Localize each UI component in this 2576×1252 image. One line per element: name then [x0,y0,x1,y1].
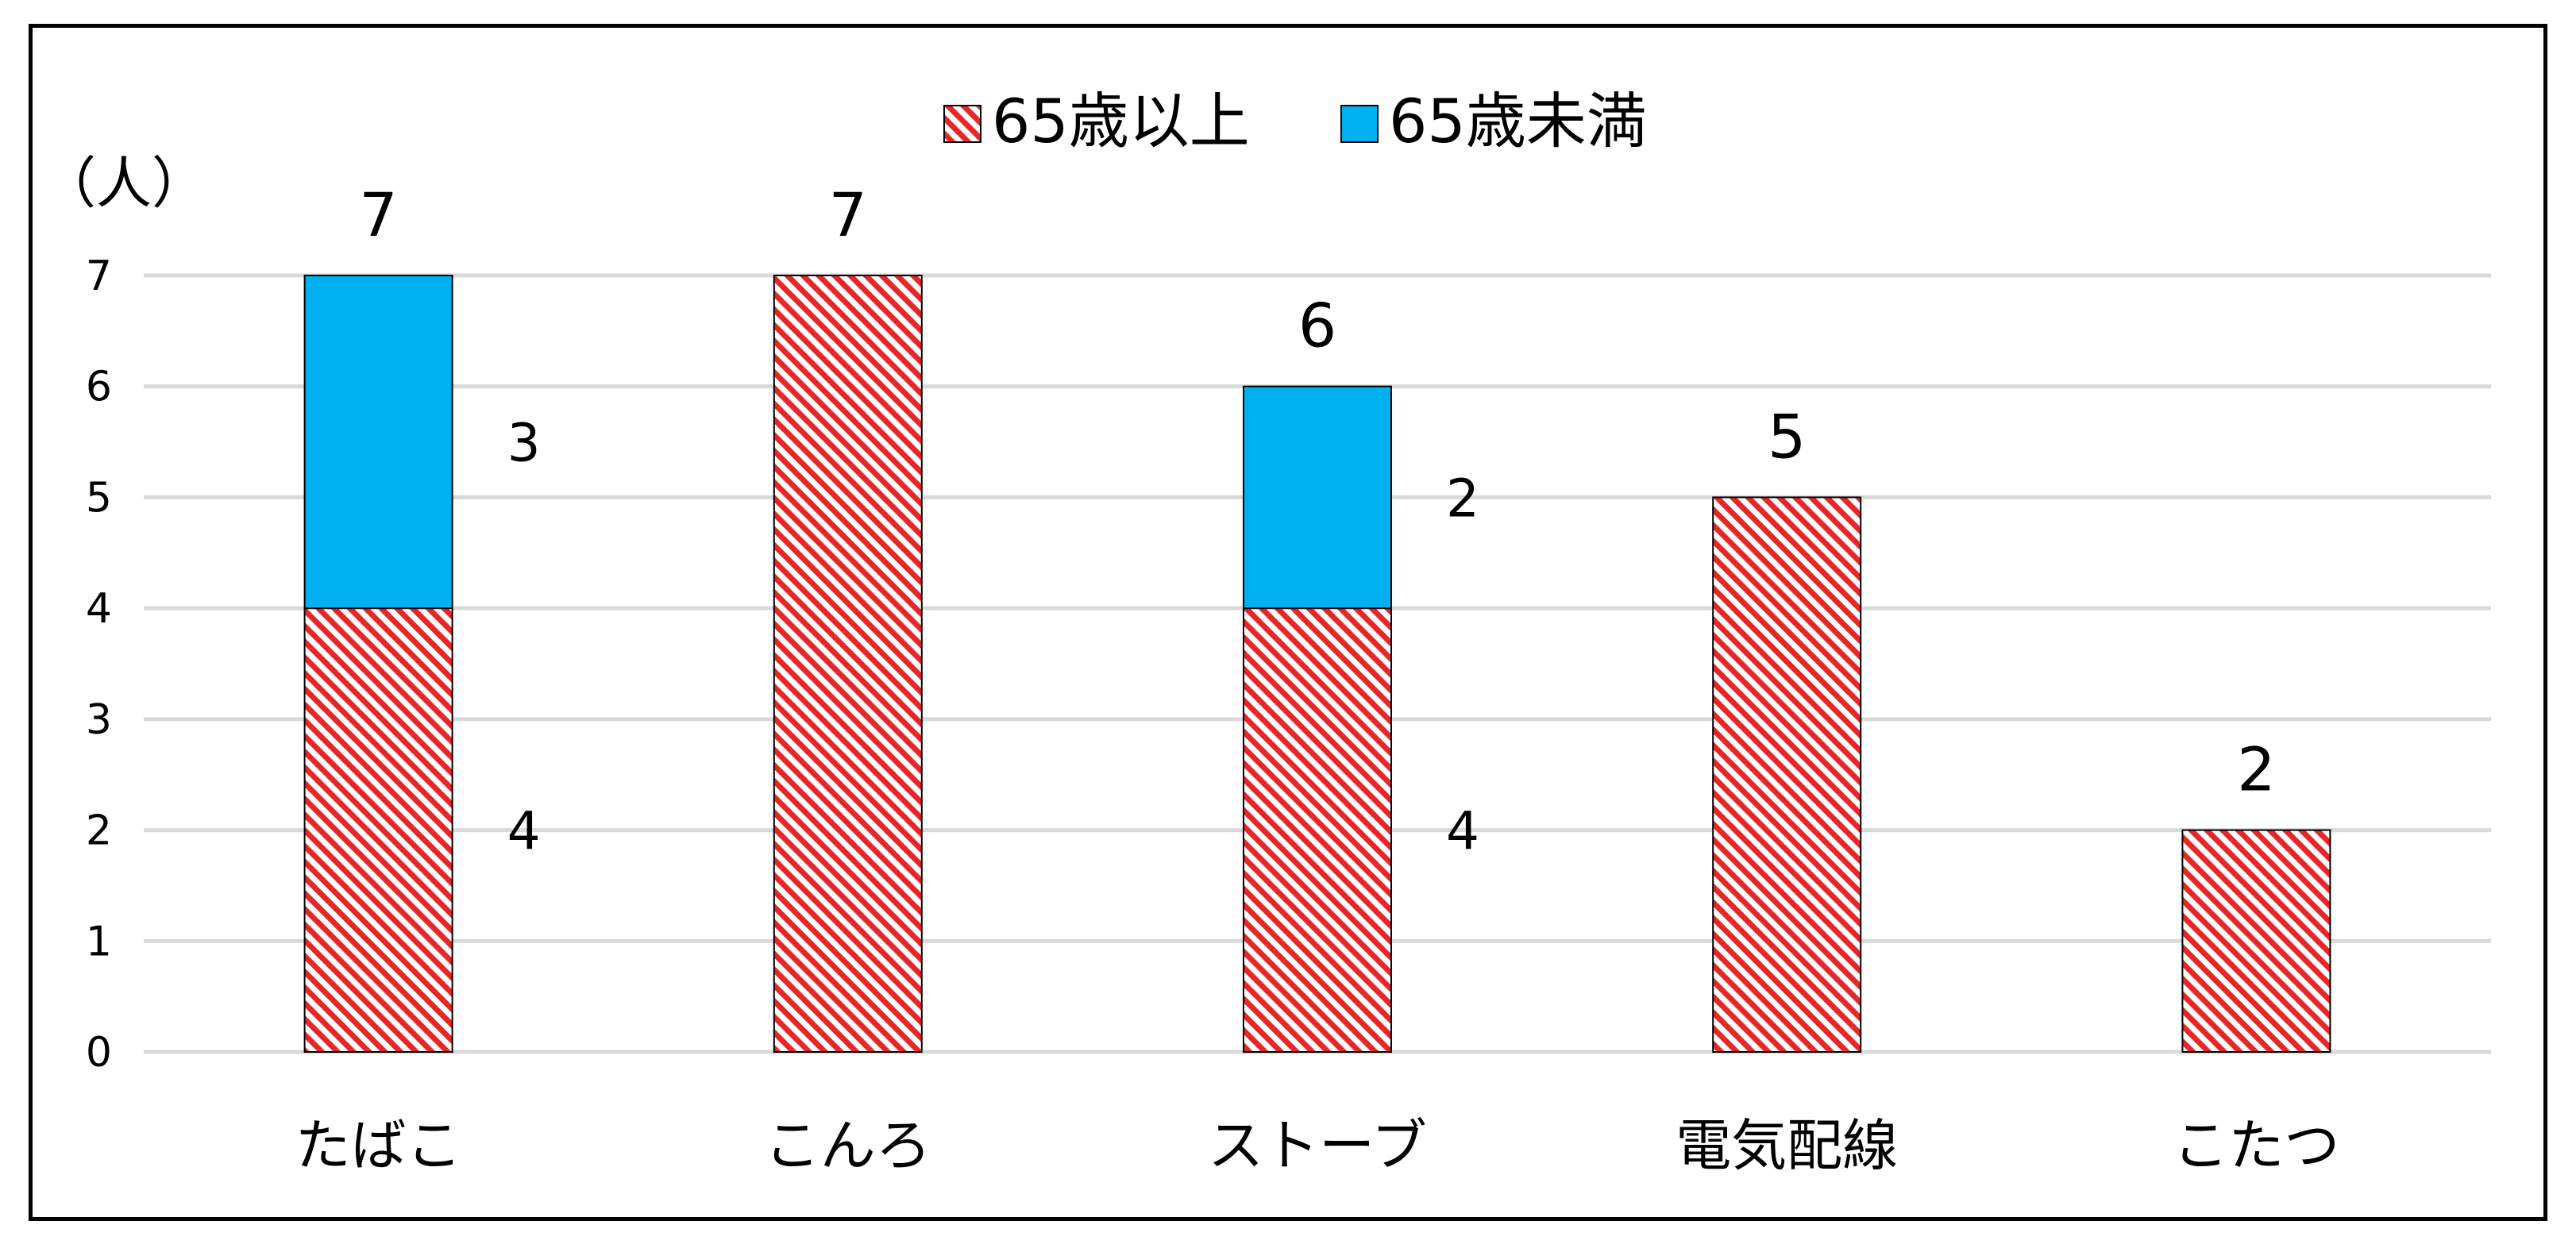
y-tick-label: 3 [86,696,112,744]
x-tick-label: たばこ [295,1113,462,1178]
bar-segment [303,275,453,610]
bar-segment [1712,496,1862,1053]
bars [303,275,2331,1053]
bar-segment [1243,607,1392,1053]
total-label: 5 [1768,401,1806,472]
legend-label: 65歳以上 [992,86,1250,156]
y-tick-label: 6 [86,364,112,411]
x-tick-label: 電気配線 [1676,1113,1898,1178]
x-tick-label: こたつ [2173,1113,2339,1178]
legend-label: 65歳未満 [1389,86,1647,156]
legend: 65歳以上 65歳未満 [943,86,1647,156]
chart-frame: 0 1 2 3 4 5 6 7 7 7 6 5 2 4 3 4 2 たばこ こんろ ストーブ 電気配線 こたつ 65歳… [29,24,2547,1221]
segment-label: 3 [507,413,541,474]
x-axis-ticks: たばこ こんろ ストーブ 電気配線 こたつ [295,1113,2340,1178]
y-axis-unit-label: （人） [40,151,207,216]
y-tick-label: 4 [86,585,112,633]
x-tick-label: こんろ [765,1113,931,1178]
y-tick-label: 1 [86,918,112,965]
y-tick-label: 0 [86,1029,112,1077]
segment-label: 2 [1446,468,1479,529]
bar-segment [1243,385,1392,610]
x-tick-label: ストーブ [1208,1113,1427,1178]
total-label: 7 [359,179,397,250]
data-labels: 7 7 6 5 2 4 3 4 2 [359,179,2275,862]
y-tick-label: 7 [86,252,112,300]
legend-swatch [1340,105,1379,143]
total-label: 2 [2237,734,2275,805]
y-axis-ticks: 0 1 2 3 4 5 6 7 [86,252,112,1077]
y-tick-label: 2 [86,807,112,855]
y-tick-label: 5 [86,474,112,522]
bar-segment [2181,829,2331,1053]
stacked-bar-chart: 0 1 2 3 4 5 6 7 7 7 6 5 2 4 3 4 2 たばこ こんろ ストーブ 電気配線 こたつ 65歳… [40,86,2491,1178]
bar-segment [303,607,453,1053]
segment-label: 4 [1446,801,1479,862]
total-label: 7 [829,179,867,250]
bar-segment [773,275,923,1053]
legend-swatch [943,105,981,143]
segment-label: 4 [507,801,541,862]
total-label: 6 [1298,291,1336,361]
